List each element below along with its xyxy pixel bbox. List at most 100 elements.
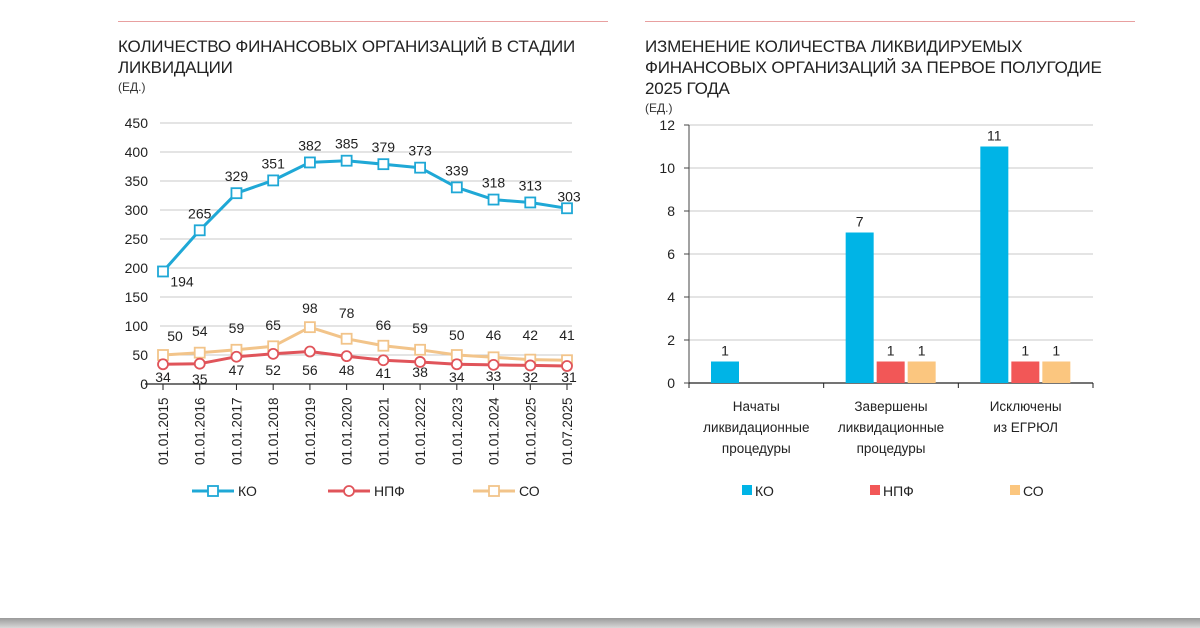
legend-marker-square-icon — [488, 485, 500, 497]
y-tick-label: 200 — [125, 260, 149, 276]
legend-item-НПФ: НПФ — [328, 483, 405, 499]
x-tick-label: 01.01.2018 — [266, 397, 281, 465]
legend-label: КО — [238, 483, 257, 499]
data-label-npf: 47 — [229, 362, 245, 378]
y-tick-label: 150 — [125, 289, 149, 305]
bar-СО — [1042, 361, 1071, 383]
bar-value-label: 1 — [918, 343, 926, 359]
data-label-ko: 303 — [557, 188, 581, 204]
category-label: ликвидационные — [838, 420, 944, 435]
x-tick-label: 01.01.2016 — [193, 397, 208, 465]
data-label-ko: 265 — [188, 205, 212, 221]
data-point — [340, 154, 353, 167]
legend-item-КО: КО — [192, 483, 257, 499]
data-label-so: 54 — [192, 323, 208, 339]
data-point — [524, 359, 537, 372]
bar-КО — [711, 361, 739, 383]
x-tick-label: 01.01.2024 — [487, 397, 502, 465]
x-tick-label: 01.01.2020 — [340, 397, 355, 465]
data-label-so: 98 — [302, 300, 318, 316]
data-label-so: 42 — [522, 327, 538, 343]
data-label-npf: 33 — [486, 368, 502, 384]
bar-value-label: 7 — [856, 214, 864, 230]
bar-СО — [907, 361, 936, 383]
data-point — [414, 161, 426, 174]
y-tick-label: 0 — [667, 375, 675, 391]
series-line-2 — [162, 325, 568, 362]
data-point — [414, 356, 426, 368]
legend-marker-square-icon — [207, 485, 219, 497]
y-tick-label: 6 — [667, 246, 675, 262]
right-chart-title: ИЗМЕНЕНИЕ КОЛИЧЕСТВА ЛИКВИДИРУЕМЫХ ФИНАН… — [645, 37, 1102, 98]
legend-label: НПФ — [883, 483, 914, 499]
data-point — [450, 358, 463, 371]
data-point — [304, 345, 316, 358]
data-label-so: 65 — [265, 317, 281, 333]
bar-КО — [845, 232, 874, 383]
y-tick-label: 350 — [125, 173, 149, 189]
legend-swatch-icon — [1010, 485, 1020, 495]
data-point — [230, 187, 243, 200]
legend-item-КО: КО — [742, 483, 774, 499]
series-line-1 — [162, 350, 568, 368]
bar-value-label: 11 — [987, 128, 1002, 144]
y-tick-label: 4 — [667, 289, 675, 305]
line-chart: 0 50 100 150 200 250 300 350 400 450 01.01.2015 01.… — [125, 115, 581, 499]
data-point — [340, 350, 353, 363]
y-tick-label: 50 — [132, 347, 148, 363]
series-line-0 — [161, 159, 568, 273]
y-tick-label: 250 — [125, 231, 149, 247]
data-point — [230, 350, 243, 363]
bar-value-label: 1 — [721, 343, 729, 359]
legend-item-СО: СО — [473, 483, 540, 499]
data-point — [487, 358, 500, 371]
y-tick-label: 300 — [125, 202, 149, 218]
legend-label: СО — [1023, 483, 1044, 499]
data-label-ko: 385 — [335, 136, 359, 152]
bottom-shadow — [0, 618, 1200, 628]
y-tick-label: 12 — [659, 117, 675, 133]
right-top-rule — [645, 21, 1135, 22]
data-label-npf: 35 — [192, 371, 208, 387]
data-point — [487, 193, 500, 206]
category-label: процедуры — [857, 441, 926, 456]
data-point — [450, 181, 463, 194]
data-point — [377, 158, 390, 171]
data-label-npf: 31 — [561, 369, 577, 385]
data-label-so: 46 — [486, 327, 502, 343]
x-tick-label: 01.01.2021 — [376, 397, 391, 465]
data-point — [157, 358, 169, 371]
left-top-rule — [118, 21, 608, 22]
x-tick-label: 01.01.2017 — [229, 397, 244, 465]
data-label-npf: 32 — [522, 369, 538, 385]
data-label-ko: 339 — [445, 162, 469, 178]
data-point — [524, 196, 537, 209]
y-tick-label: 8 — [667, 203, 675, 219]
data-point — [377, 354, 390, 367]
legend-item-СО: СО — [1010, 483, 1044, 499]
data-label-so: 50 — [167, 328, 183, 344]
data-point — [304, 156, 316, 169]
category-label: Начаты — [733, 399, 780, 414]
legend-marker-circle-icon — [343, 485, 355, 497]
category-label: Завершены — [854, 399, 927, 414]
x-tick-label: 01.01.2022 — [413, 397, 428, 465]
data-point — [157, 265, 169, 278]
data-point — [561, 360, 573, 372]
data-label-so: 59 — [229, 320, 245, 336]
y-tick-label: 450 — [125, 115, 149, 131]
data-label-npf: 52 — [265, 362, 281, 378]
data-point — [267, 174, 280, 187]
bar-chart: 0 2 4 6 8 10 12 1 Начаты ликвидационные процедуры 7… — [659, 117, 1094, 499]
legend-swatch-icon — [870, 485, 880, 495]
bar-value-label: 1 — [1021, 343, 1029, 359]
data-point — [377, 339, 390, 352]
bar-value-label: 1 — [1052, 343, 1060, 359]
y-tick-label: 2 — [667, 332, 675, 348]
data-label-ko: 318 — [482, 175, 506, 191]
x-tick-label: 01.07.2025 — [560, 397, 575, 465]
x-tick-label: 01.01.2023 — [450, 397, 465, 465]
left-chart-title: КОЛИЧЕСТВО ФИНАНСОВЫХ ОРГАНИЗАЦИЙ В СТАД… — [118, 37, 576, 77]
data-label-npf: 48 — [339, 362, 355, 378]
bar-НПФ — [1011, 361, 1040, 383]
